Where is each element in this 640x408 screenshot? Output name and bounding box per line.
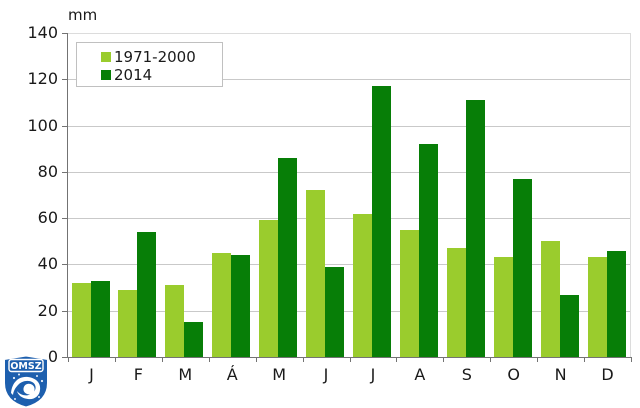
bar-1971-2000-month-2 (118, 289, 138, 357)
bar-1971-2000-month-5 (259, 220, 279, 357)
x-axis-label-month-12: D (601, 365, 614, 384)
plot-area: 0 20 40 60 80 100 120 140 J F M Á M J J A S O N D (27, 24, 632, 384)
x-axis-tick-12 (631, 357, 632, 362)
bar-1971-2000-month-10 (493, 257, 513, 357)
gridline-y-120 (68, 79, 631, 81)
bar-2014-month-2 (137, 232, 157, 357)
x-axis-tick-6 (349, 357, 351, 362)
legend-swatch-2014-icon (101, 70, 111, 80)
legend-label-2014: 2014 (114, 66, 153, 84)
plot-right-frame (630, 33, 631, 357)
bar-1971-2000-month-9 (446, 248, 466, 357)
y-axis-label-60: 60 (37, 208, 58, 228)
y-axis-tick-100 (62, 125, 68, 127)
y-axis-tick-60 (62, 218, 68, 220)
bar-1971-2000-month-4 (212, 252, 232, 357)
bar-2014-month-3 (184, 322, 204, 357)
x-axis-tick-5 (302, 357, 304, 362)
logo-dot (14, 398, 16, 400)
bar-1971-2000-month-12 (587, 257, 607, 357)
x-axis-label-month-6: J (323, 365, 329, 384)
y-axis-unit-label: mm (68, 6, 98, 24)
bar-2014-month-9 (465, 100, 485, 357)
bar-2014-month-8 (418, 144, 438, 357)
legend-item-2014: 2014 (101, 66, 222, 84)
x-axis-tick-3 (208, 357, 210, 362)
logo-wave-icon (11, 376, 41, 400)
y-axis-tick-80 (62, 171, 68, 173)
bar-2014-month-6 (325, 266, 345, 357)
x-axis-label-month-3: M (178, 365, 193, 384)
logo-banner (8, 358, 44, 373)
x-axis-label-month-4: Á (226, 365, 238, 384)
bar-2014-month-11 (559, 294, 579, 357)
legend: 1971-2000 2014 (76, 42, 223, 87)
bar-2014-month-5 (278, 157, 298, 357)
y-axis-tick-140 (62, 33, 68, 34)
bar-2014-month-4 (231, 255, 251, 357)
x-axis-label-month-8: A (414, 365, 426, 384)
x-axis-tick-9 (490, 357, 492, 362)
x-axis-tick-0 (68, 357, 69, 362)
logo-dot (18, 373, 20, 376)
x-axis-label-month-10: O (507, 365, 520, 384)
bar-1971-2000-month-1 (71, 282, 91, 357)
x-axis-label-month-9: S (461, 365, 472, 384)
logo-dot (36, 375, 38, 377)
x-axis-tick-8 (443, 357, 445, 362)
x-axis-tick-10 (537, 357, 539, 362)
bar-2014-month-7 (372, 86, 391, 357)
y-axis-label-20: 20 (37, 300, 58, 320)
legend-item-1971-2000: 1971-2000 (101, 48, 222, 66)
x-axis-tick-1 (114, 357, 116, 362)
y-axis-label-80: 80 (37, 161, 58, 181)
gridline-y-60 (68, 218, 631, 220)
legend-swatch-1971-2000-icon (101, 52, 111, 62)
bar-2014-month-12 (606, 250, 626, 357)
x-axis-label-month-5: M (272, 365, 287, 384)
y-axis-tick-0 (62, 357, 68, 358)
y-axis-label-100: 100 (27, 115, 58, 135)
y-axis-tick-120 (62, 79, 68, 81)
x-axis-tick-7 (396, 357, 398, 362)
y-axis-label-40: 40 (37, 254, 58, 274)
x-axis-tick-4 (255, 357, 257, 362)
logo-dot (38, 396, 40, 398)
logo-text: OMSZ (10, 361, 41, 372)
x-axis-label-month-7: J (370, 365, 376, 384)
y-axis-tick-40 (62, 264, 68, 266)
x-axis-label-month-1: J (89, 365, 94, 384)
x-axis-tick-2 (161, 357, 163, 362)
x-axis-tick-11 (584, 357, 586, 362)
gridline-y-100 (68, 125, 631, 127)
gridline-y-80 (68, 171, 631, 173)
bar-1971-2000-month-6 (306, 190, 326, 357)
x-axis-label-month-2: F (133, 365, 143, 384)
bar-1971-2000-month-8 (399, 229, 419, 357)
omsz-logo: OMSZ (4, 355, 48, 408)
logo-dot (12, 376, 16, 380)
bar-1971-2000-month-7 (353, 213, 372, 357)
logo-wave-center (26, 386, 32, 392)
x-axis-label-month-11: N (554, 365, 567, 384)
gridline-y-40 (68, 264, 631, 266)
gridline-y-140 (68, 33, 631, 34)
bar-1971-2000-month-3 (165, 285, 185, 357)
gridline-y-20 (68, 310, 631, 312)
legend-label-1971-2000: 1971-2000 (114, 48, 196, 66)
bar-2014-month-1 (90, 280, 110, 357)
y-axis-tick-20 (62, 310, 68, 312)
bar-2014-month-10 (512, 178, 532, 357)
y-axis-label-140: 140 (27, 23, 58, 42)
y-axis-label-120: 120 (27, 69, 58, 89)
logo-dot (40, 379, 44, 383)
bar-1971-2000-month-11 (540, 241, 560, 357)
y-axis-label-0: 0 (47, 347, 58, 366)
